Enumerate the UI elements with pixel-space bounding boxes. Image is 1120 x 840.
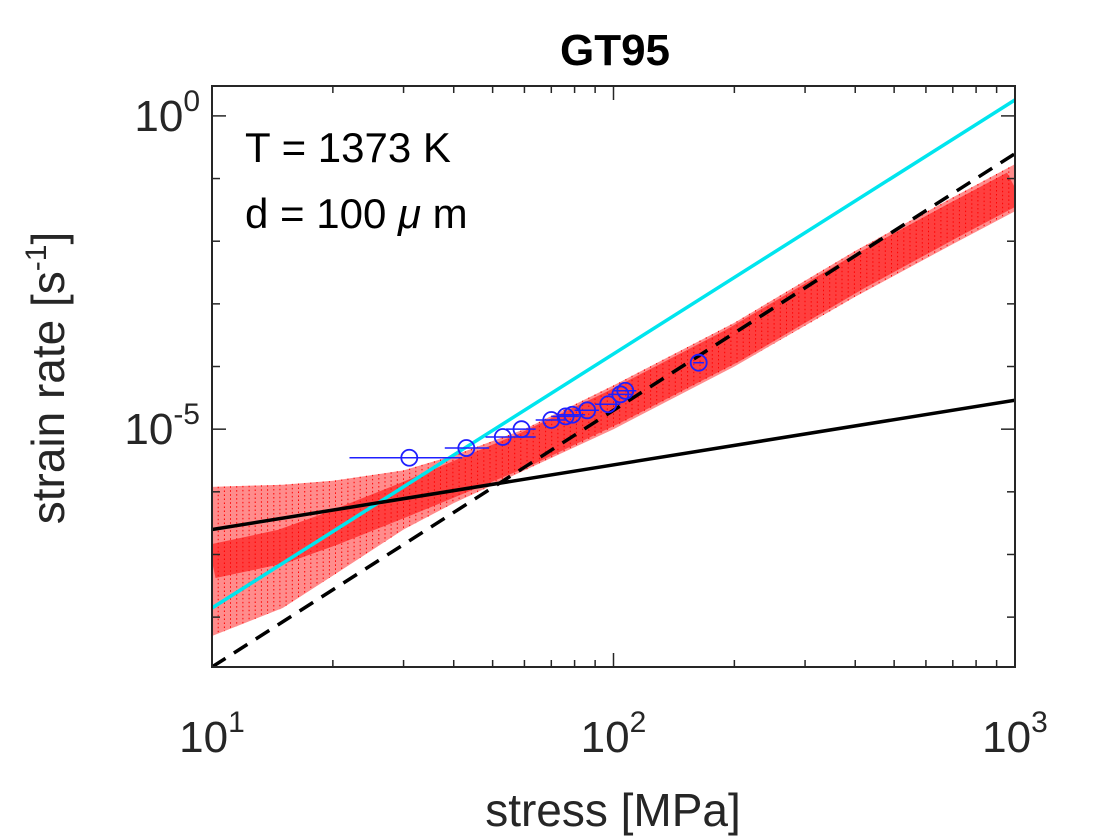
model-lines <box>212 98 1015 667</box>
y-tick-label: 10-5 <box>124 398 200 454</box>
data-point <box>616 381 635 400</box>
data-point <box>556 407 575 426</box>
axes: 101 102 103 10-5 100 <box>124 85 1047 762</box>
x-axis-label: stress [MPa] <box>485 784 741 836</box>
data-point <box>457 439 476 457</box>
data-point <box>611 385 630 404</box>
data-point <box>599 395 618 414</box>
chart-title: GT95 <box>560 26 670 75</box>
y-tick-label: 100 <box>134 85 200 141</box>
total-fit-line <box>212 98 1015 610</box>
diffusion-creep-line <box>212 398 1015 532</box>
x-tick-label: 102 <box>581 706 647 762</box>
data-point <box>493 428 512 446</box>
data-point <box>578 401 597 420</box>
data-point <box>512 420 531 439</box>
band-core <box>212 172 1015 579</box>
x-tick-label: 101 <box>179 706 245 762</box>
y-axis-label: strain rate [s-1] <box>20 232 74 525</box>
data-point <box>689 353 708 372</box>
grain-size-annotation: d = 100 μ m <box>245 190 468 237</box>
plot-frame <box>211 85 1016 668</box>
x-tick-label: 103 <box>982 706 1048 762</box>
data-points <box>349 353 708 467</box>
data-point <box>400 448 419 467</box>
temperature-annotation: T = 1373 K <box>245 124 451 171</box>
